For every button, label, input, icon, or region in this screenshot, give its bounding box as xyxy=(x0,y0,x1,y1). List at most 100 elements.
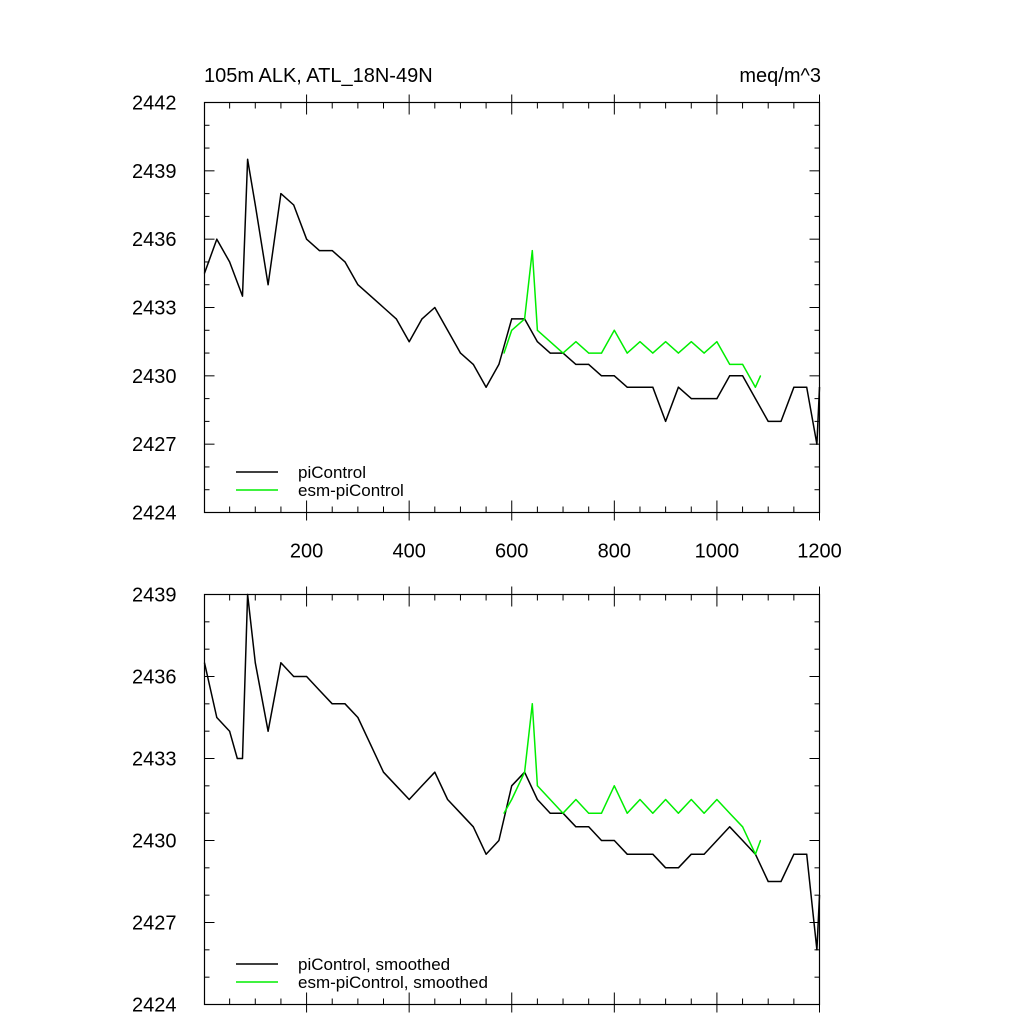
top-legend: piControl esm-piControl xyxy=(236,463,404,500)
data-point xyxy=(421,785,423,787)
data-point xyxy=(434,306,436,309)
data-point xyxy=(511,785,513,787)
series-line-1-1 xyxy=(503,703,762,855)
x-tick-label: 800 xyxy=(598,541,631,563)
data-point xyxy=(421,318,423,320)
y-tick-label: 2424 xyxy=(132,995,177,1017)
data-point xyxy=(754,853,757,855)
data-point xyxy=(536,785,539,787)
data-point xyxy=(459,352,462,354)
data-point xyxy=(690,398,692,400)
data-point xyxy=(536,798,539,801)
chart-title: 105m ALK, ATL_18N-49N xyxy=(204,65,433,87)
data-point xyxy=(600,812,603,814)
data-point xyxy=(639,853,641,855)
data-point xyxy=(562,352,564,354)
y-tick-label: 2439 xyxy=(132,161,177,183)
data-point xyxy=(613,375,615,377)
data-point xyxy=(357,716,359,719)
data-point xyxy=(447,329,449,331)
data-point xyxy=(716,798,718,801)
y-tick-label: 2424 xyxy=(132,503,177,525)
data-point xyxy=(485,853,487,855)
legend-label-esm-picontrol: esm-piControl xyxy=(298,481,404,500)
bottom-panel: 2424 2427 2430 2433 2436 2439 piControl, smoo… xyxy=(132,585,821,1017)
data-point xyxy=(626,853,628,855)
data-point xyxy=(575,798,577,801)
data-point xyxy=(613,839,615,842)
data-point xyxy=(503,812,505,814)
data-point xyxy=(742,375,744,377)
data-point xyxy=(395,318,397,320)
data-point xyxy=(742,839,744,842)
top-plot-frame xyxy=(203,101,821,514)
data-point xyxy=(498,363,500,365)
legend-label-picontrol: piControl xyxy=(298,463,366,482)
legend-label-esm-picontrol-smoothed: esm-piControl, smoothed xyxy=(298,973,488,992)
data-point xyxy=(254,662,256,664)
data-point xyxy=(742,363,744,365)
data-point xyxy=(247,158,249,160)
data-point xyxy=(549,341,551,343)
data-point xyxy=(318,250,320,252)
data-point xyxy=(639,341,641,343)
y-tick-label: 2427 xyxy=(132,913,177,935)
data-point xyxy=(241,295,244,297)
data-point xyxy=(370,295,372,297)
data-point xyxy=(793,386,795,388)
data-point xyxy=(216,716,218,719)
data-point xyxy=(503,352,505,354)
data-point xyxy=(690,798,692,801)
data-point xyxy=(241,757,244,760)
data-point xyxy=(588,352,590,354)
data-point xyxy=(793,853,795,855)
data-point xyxy=(639,798,641,801)
data-point xyxy=(690,341,692,343)
data-point xyxy=(759,839,762,842)
y-tick-label: 2427 xyxy=(132,434,177,456)
data-point xyxy=(267,730,269,732)
data-point xyxy=(447,798,449,801)
x-tick-label: 400 xyxy=(392,541,425,563)
data-point xyxy=(459,812,462,814)
data-point xyxy=(344,703,346,705)
y-tick-label: 2442 xyxy=(132,93,177,115)
data-point xyxy=(677,867,680,869)
data-point xyxy=(370,744,372,746)
data-point xyxy=(408,341,410,343)
data-point xyxy=(652,853,654,855)
data-point xyxy=(280,662,282,664)
data-point xyxy=(600,839,603,842)
data-point xyxy=(677,386,680,388)
data-point xyxy=(293,675,295,678)
data-point xyxy=(806,386,808,388)
data-point xyxy=(254,204,256,206)
y-tick-label: 2433 xyxy=(132,749,177,771)
data-point xyxy=(408,798,410,801)
data-point xyxy=(626,386,628,388)
data-point xyxy=(780,880,782,883)
data-point xyxy=(229,261,231,263)
data-point xyxy=(754,386,757,388)
data-point xyxy=(382,306,385,309)
x-tick-label: 1000 xyxy=(695,541,740,563)
data-point xyxy=(511,798,513,801)
data-point xyxy=(600,375,603,377)
data-point xyxy=(677,352,680,354)
y-tick-label: 2436 xyxy=(132,667,177,689)
data-point xyxy=(767,420,769,422)
data-point xyxy=(306,238,308,240)
data-point xyxy=(318,689,320,691)
data-point xyxy=(652,812,654,814)
data-point xyxy=(729,812,731,814)
data-point xyxy=(357,284,359,286)
data-point xyxy=(754,398,757,400)
data-point xyxy=(485,386,487,388)
x-tick-label: 200 xyxy=(290,541,323,563)
data-point xyxy=(665,341,667,343)
bottom-series-layer xyxy=(203,593,821,951)
data-point xyxy=(639,386,641,388)
data-point xyxy=(531,703,533,705)
data-point xyxy=(613,329,615,331)
data-point xyxy=(626,812,628,814)
